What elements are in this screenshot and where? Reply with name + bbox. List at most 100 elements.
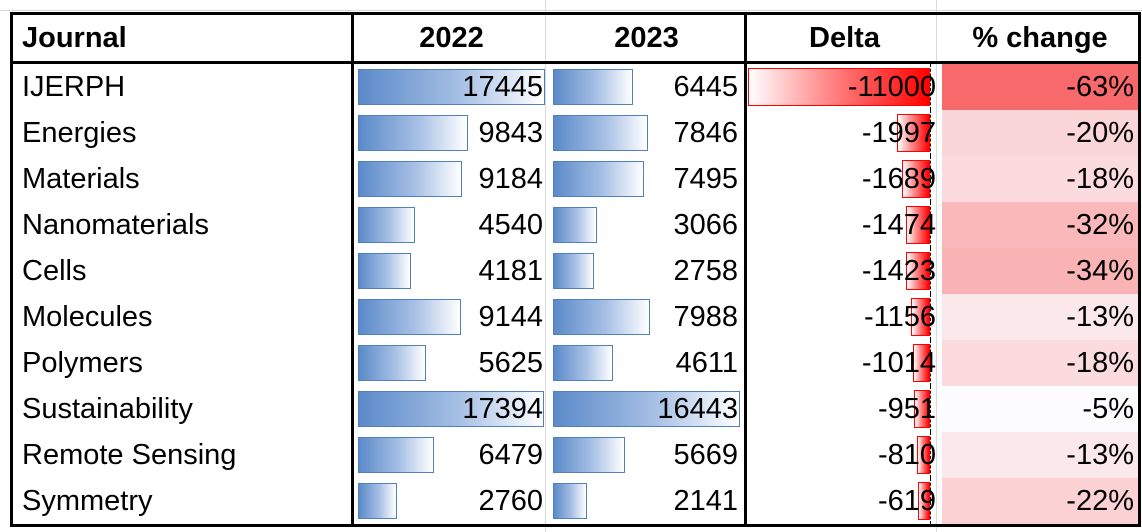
cell-text: -1997 <box>861 116 936 149</box>
journal-cell[interactable]: Sustainability <box>10 386 354 432</box>
cell-text: -18% <box>1066 346 1134 379</box>
delta-cell[interactable]: -619 <box>745 478 942 527</box>
value-2023-cell[interactable]: 7495 <box>549 156 747 202</box>
value-2022-cell[interactable]: 4540 <box>353 202 550 248</box>
pct-change-cell[interactable]: -13% <box>942 432 1141 478</box>
cell-text: Nanomaterials <box>22 208 209 241</box>
value-2023-cell[interactable]: 3066 <box>549 202 747 248</box>
value-2023-cell[interactable]: 16443 <box>549 386 747 432</box>
cell-text: 9184 <box>478 162 543 195</box>
value-2022-cell[interactable]: 9843 <box>353 110 550 156</box>
header-journal[interactable]: Journal <box>10 12 354 64</box>
delta-cell[interactable]: -1423 <box>746 248 943 294</box>
cell-text: 5625 <box>478 346 543 379</box>
pct-change-cell[interactable]: -32% <box>942 202 1141 248</box>
header-2023[interactable]: 2023 <box>549 12 747 64</box>
cell-text: -951 <box>877 392 936 425</box>
data-bar-2023 <box>553 115 648 151</box>
cell-text: 9843 <box>478 116 543 149</box>
value-2023-cell[interactable]: 2141 <box>549 478 747 527</box>
cell-text: Sustainability <box>22 392 193 425</box>
pct-change-cell[interactable]: -34% <box>942 248 1141 294</box>
cell-text: 3066 <box>673 208 738 241</box>
table-row: Symmetry 2760 2141 -619 -22% <box>10 478 1141 527</box>
header-pct-change[interactable]: % change <box>942 12 1141 64</box>
header-row: Journal 2022 2023 Delta % change <box>10 12 1141 64</box>
value-2023-cell[interactable]: 2758 <box>549 248 747 294</box>
journal-cell[interactable]: Nanomaterials <box>10 202 354 248</box>
journal-cell[interactable]: Symmetry <box>10 478 354 527</box>
cell-text: 7846 <box>673 116 738 149</box>
cell-text: -63% <box>1066 70 1134 103</box>
cell-text: -5% <box>1082 392 1134 425</box>
pct-change-cell[interactable]: -22% <box>942 478 1141 527</box>
header-delta[interactable]: Delta <box>745 12 942 64</box>
journal-table: Journal 2022 2023 Delta % change IJERPH 1… <box>10 12 1141 527</box>
cell-text: -11000 <box>847 70 936 103</box>
data-bar-axis <box>930 248 931 294</box>
pct-change-cell[interactable]: -5% <box>942 386 1141 432</box>
data-bar-2022 <box>358 161 462 197</box>
cell-text: 2141 <box>673 484 738 517</box>
table-row: Polymers 5625 4611 -1014 -18% <box>10 340 1141 386</box>
pct-change-cell[interactable]: -13% <box>942 294 1141 340</box>
table-row: IJERPH 17445 6445 -11000 -63% <box>10 62 1141 111</box>
value-2022-cell[interactable]: 9144 <box>353 294 550 340</box>
grid-line <box>0 10 1142 11</box>
pct-change-cell[interactable]: -20% <box>942 110 1141 156</box>
delta-cell[interactable]: -1997 <box>746 110 943 156</box>
data-bar-delta <box>906 206 930 244</box>
value-2022-cell[interactable]: 4181 <box>353 248 550 294</box>
delta-cell[interactable]: -1474 <box>746 202 943 248</box>
pct-change-cell[interactable]: -18% <box>942 156 1141 202</box>
cell-text: Cells <box>22 254 87 287</box>
journal-cell[interactable]: Materials <box>10 156 354 202</box>
journal-cell[interactable]: IJERPH <box>10 62 354 110</box>
delta-cell[interactable]: -1014 <box>746 340 943 386</box>
value-2023-cell[interactable]: 7846 <box>549 110 747 156</box>
grid-line <box>545 0 546 532</box>
data-bar-2023 <box>553 69 633 105</box>
table-row: Molecules 9144 7988 -1156 -13% <box>10 294 1141 340</box>
grid-line <box>936 0 937 532</box>
data-bar-2022 <box>358 391 544 427</box>
table-row: Sustainability 17394 16443 -951 -5% <box>10 386 1141 432</box>
journal-cell[interactable]: Energies <box>10 110 354 156</box>
value-2023-cell[interactable]: 7988 <box>549 294 747 340</box>
data-bar-2023 <box>553 483 587 519</box>
value-2022-cell[interactable]: 17394 <box>353 386 550 432</box>
delta-cell[interactable]: -1689 <box>746 156 943 202</box>
value-2023-cell[interactable]: 5669 <box>549 432 747 478</box>
data-bar-delta <box>918 482 930 520</box>
delta-cell[interactable]: -951 <box>746 386 943 432</box>
header-2022[interactable]: 2022 <box>352 12 549 64</box>
delta-cell[interactable]: -1156 <box>746 294 943 340</box>
cell-text: -34% <box>1066 254 1134 287</box>
delta-cell[interactable]: -11000 <box>746 63 943 110</box>
value-2022-cell[interactable]: 2760 <box>352 478 549 527</box>
value-2023-cell[interactable]: 4611 <box>549 340 747 386</box>
cell-text: -1156 <box>863 300 936 333</box>
cell-text: Materials <box>22 162 140 195</box>
delta-cell[interactable]: -810 <box>746 432 943 478</box>
cell-text: 2760 <box>478 484 543 517</box>
data-bar-delta <box>913 344 930 382</box>
journal-cell[interactable]: Molecules <box>10 294 354 340</box>
value-2023-cell[interactable]: 6445 <box>549 62 747 110</box>
cell-text: 6479 <box>478 438 543 471</box>
data-bar-2023 <box>553 253 594 289</box>
journal-cell[interactable]: Remote Sensing <box>10 432 354 478</box>
value-2022-cell[interactable]: 17445 <box>353 63 550 111</box>
value-2022-cell[interactable]: 6479 <box>353 432 550 478</box>
cell-text: -13% <box>1066 438 1134 471</box>
journal-cell[interactable]: Polymers <box>10 340 354 386</box>
cell-text: -1689 <box>861 162 936 195</box>
cell-text: 6445 <box>673 70 738 103</box>
value-2022-cell[interactable]: 5625 <box>353 340 550 386</box>
value-2022-cell[interactable]: 9184 <box>353 156 550 202</box>
journal-cell[interactable]: Cells <box>10 248 354 294</box>
pct-change-cell[interactable]: -63% <box>942 62 1141 110</box>
data-bar-2022 <box>358 345 426 381</box>
pct-change-cell[interactable]: -18% <box>942 340 1141 386</box>
data-bar-axis <box>930 478 931 523</box>
